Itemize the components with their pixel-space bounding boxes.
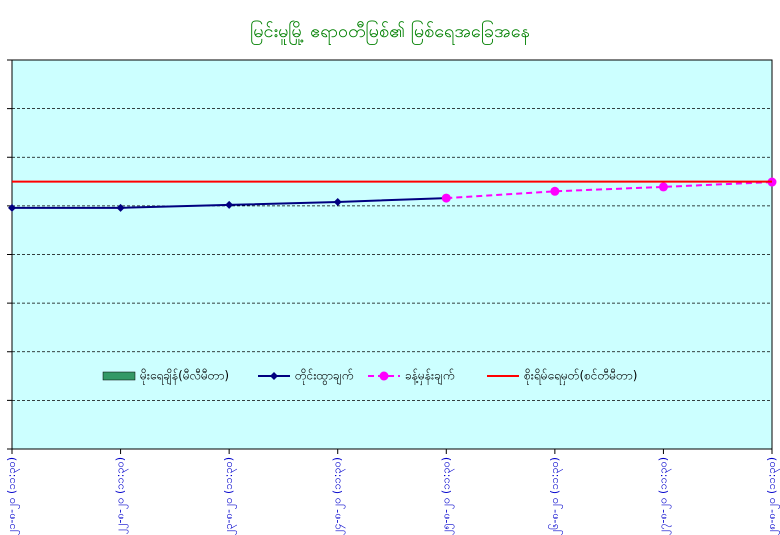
- legend-marker: [379, 371, 389, 381]
- x-tick-label: ၂၂-၈-၂၀ (၁၁:၃၀): [114, 457, 129, 534]
- point: [333, 197, 342, 206]
- point: [658, 182, 668, 192]
- x-tick-label: ၂၆-၈-၂၀ (၁၁:၃၀): [548, 457, 563, 535]
- point: [550, 186, 560, 196]
- legend-label: တိုင်းထွာချက်: [295, 368, 353, 386]
- x-tick-label: ၂၄-၈-၂၀ (၁၁:၃၀): [331, 457, 346, 535]
- x-tick-label: ၂၁-၈-၂၀ (၁၁:၃၀): [5, 457, 20, 535]
- legend-label: မိုးရေချိန်(မီလီမီတာ): [140, 368, 229, 386]
- x-tick-label: ၂၅-၈-၂၀ (၁၁:၃၀): [439, 457, 454, 535]
- legend-label: စိုးရိမ်ရေမှတ်(စင်တီမီတာ): [524, 368, 637, 386]
- point: [225, 200, 234, 209]
- legend-marker: [270, 372, 278, 380]
- point: [441, 193, 451, 203]
- x-tick-label: ၂၇-၈-၂၀ (၁၁:၃၀): [656, 457, 671, 535]
- point: [116, 203, 125, 212]
- point: [8, 203, 16, 212]
- series-line: [446, 181, 773, 200]
- legend-label: ခန့်မှန်းချက်: [405, 368, 454, 386]
- x-tick-label: ၂၈-၈-၂၀ (၁၁:၃၀): [765, 457, 780, 535]
- chart-title: မြင်းမူမြို့ ဧရာဝတီမြစ်၏ မြစ်ရေအခြေအနေ: [250, 20, 530, 45]
- x-tick-label: ၂၃-၈-၂၀ (၁၁:၃၀): [222, 457, 237, 535]
- legend-swatch: [102, 371, 136, 381]
